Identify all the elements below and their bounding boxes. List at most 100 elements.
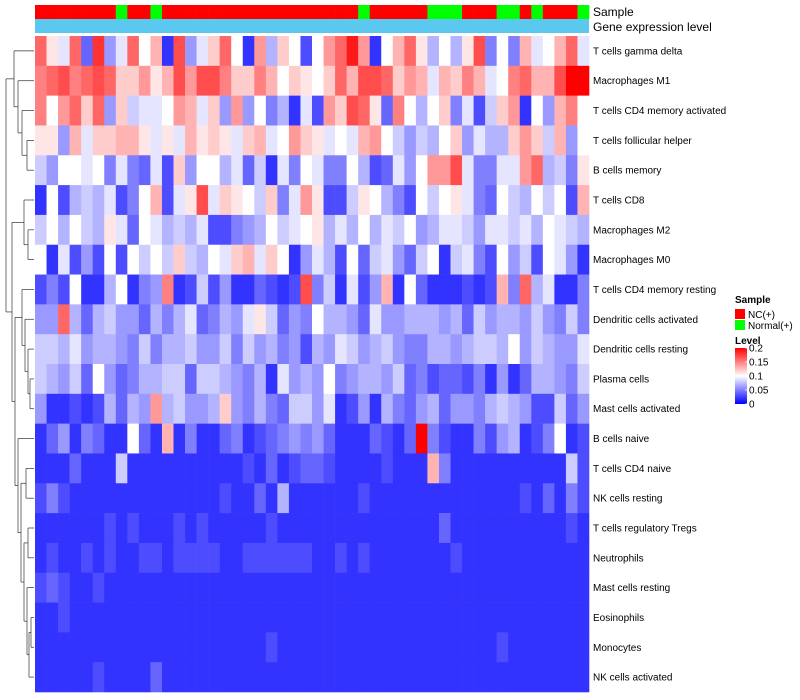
heatmap-cell bbox=[462, 334, 474, 365]
heatmap-cell bbox=[242, 214, 255, 246]
heatmap-cell bbox=[577, 483, 590, 514]
heatmap-cell bbox=[335, 423, 347, 454]
heatmap-cell bbox=[346, 483, 359, 514]
heatmap-cell bbox=[496, 632, 509, 663]
heatmap-cell bbox=[242, 423, 255, 454]
heatmap-cell bbox=[323, 453, 336, 484]
heatmap-cell bbox=[496, 95, 509, 126]
heatmap-cell bbox=[462, 453, 474, 484]
heatmap-cell bbox=[58, 36, 70, 67]
sample-annotation-cell bbox=[404, 5, 417, 19]
heatmap-cell bbox=[473, 36, 486, 67]
heatmap-cell bbox=[485, 125, 497, 156]
heatmap-cell bbox=[265, 393, 278, 424]
heatmap-cell bbox=[577, 274, 590, 305]
heatmap-cell bbox=[438, 602, 451, 633]
heatmap-cell bbox=[150, 572, 163, 603]
heatmap-cell bbox=[35, 334, 47, 365]
heatmap-cell bbox=[219, 364, 232, 395]
heatmap-cell bbox=[242, 364, 255, 395]
heatmap-cell bbox=[531, 214, 544, 246]
heatmap-cell bbox=[335, 304, 347, 335]
heatmap-cell bbox=[473, 393, 486, 424]
heatmap-cell bbox=[58, 572, 70, 603]
heatmap-cell bbox=[450, 244, 463, 275]
row-label: Plasma cells bbox=[593, 374, 649, 385]
heatmap-cell bbox=[92, 662, 105, 693]
heatmap-cell bbox=[242, 483, 255, 514]
heatmap-cell bbox=[485, 364, 497, 395]
heatmap-cell bbox=[115, 214, 128, 246]
heatmap-cell bbox=[35, 542, 47, 574]
heatmap-cell bbox=[473, 155, 486, 186]
heatmap-cell bbox=[265, 244, 278, 275]
legend-level-title: Level bbox=[735, 336, 761, 347]
heatmap-cell bbox=[438, 214, 451, 246]
heatmap-cell bbox=[288, 185, 301, 216]
sample-annotation-cell bbox=[35, 5, 47, 19]
heatmap-cell bbox=[104, 662, 117, 693]
heatmap-cell bbox=[254, 453, 267, 484]
heatmap-cell bbox=[381, 364, 394, 395]
heatmap-cell bbox=[69, 304, 82, 335]
heatmap-cell bbox=[115, 662, 128, 693]
heatmap-cell bbox=[81, 155, 94, 186]
heatmap-cell bbox=[473, 453, 486, 484]
heatmap-cell bbox=[531, 662, 544, 693]
heatmap-cell bbox=[265, 602, 278, 633]
heatmap-cell bbox=[219, 65, 232, 96]
heatmap-cell bbox=[92, 542, 105, 574]
heatmap-cell bbox=[138, 95, 151, 126]
heatmap-cell bbox=[312, 423, 324, 454]
heatmap-cell bbox=[127, 662, 140, 693]
heatmap-cell bbox=[288, 36, 301, 67]
heatmap-cell bbox=[392, 513, 405, 544]
heatmap-cell bbox=[208, 304, 220, 335]
heatmap-cell bbox=[185, 542, 197, 574]
heatmap-cell bbox=[415, 393, 428, 424]
heatmap-cell bbox=[323, 125, 336, 156]
heatmap-cell bbox=[277, 244, 290, 275]
heatmap-cell bbox=[300, 95, 313, 126]
heatmap-cell bbox=[288, 423, 301, 454]
heatmap-cell bbox=[127, 185, 140, 216]
heatmap-cell bbox=[138, 572, 151, 603]
heatmap-cell bbox=[138, 65, 151, 96]
heatmap-cell bbox=[81, 542, 94, 574]
heatmap-cell bbox=[231, 602, 244, 633]
heatmap-cell bbox=[115, 304, 128, 335]
heatmap-cell bbox=[565, 662, 578, 693]
heatmap-cell bbox=[185, 572, 197, 603]
heatmap-cell bbox=[127, 274, 140, 305]
sample-annotation-cell bbox=[69, 5, 82, 19]
heatmap-cell bbox=[565, 513, 578, 544]
heatmap-cell bbox=[115, 65, 128, 96]
heatmap-cell bbox=[485, 513, 497, 544]
heatmap-cell bbox=[277, 513, 290, 544]
heatmap-cell bbox=[58, 274, 70, 305]
heatmap-cell bbox=[392, 125, 405, 156]
heatmap-cell bbox=[496, 483, 509, 514]
heatmap-cell bbox=[81, 453, 94, 484]
heatmap-cell bbox=[554, 274, 567, 305]
heatmap-cell bbox=[392, 393, 405, 424]
heatmap-cell bbox=[300, 453, 313, 484]
heatmap-cell bbox=[531, 513, 544, 544]
heatmap-cell bbox=[265, 65, 278, 96]
heatmap-cell bbox=[415, 542, 428, 574]
heatmap-cell bbox=[508, 334, 521, 365]
heatmap-cell bbox=[92, 95, 105, 126]
heatmap-cell bbox=[92, 483, 105, 514]
heatmap-cell bbox=[277, 453, 290, 484]
heatmap-cell bbox=[381, 65, 394, 96]
heatmap-cell bbox=[312, 155, 324, 186]
heatmap-cell bbox=[242, 572, 255, 603]
heatmap-cell bbox=[404, 632, 417, 663]
heatmap-cell bbox=[173, 453, 186, 484]
heatmap-cell bbox=[196, 483, 209, 514]
sample-annotation-cell bbox=[462, 5, 474, 19]
heatmap-cell bbox=[300, 185, 313, 216]
heatmap-cell bbox=[265, 662, 278, 693]
heatmap-cell bbox=[46, 125, 59, 156]
